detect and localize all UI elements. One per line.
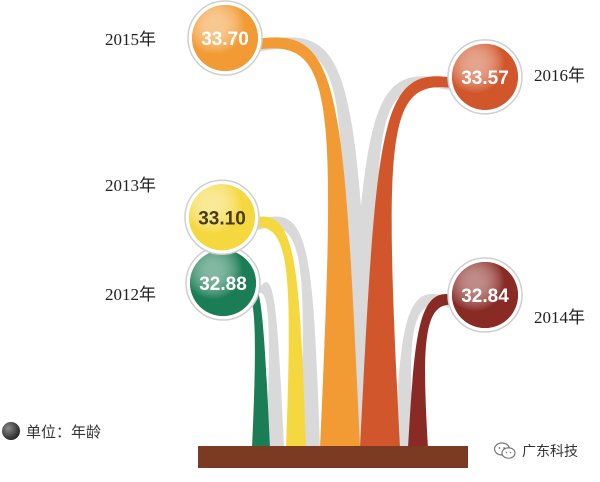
stem-4 [408,293,468,448]
data-label-3: 33.57 [461,68,509,89]
unit-label: 单位：年龄 [26,422,102,441]
stem-1 [239,216,306,448]
base-bar [198,446,468,468]
bubble-gloss [452,43,518,110]
data-label-1: 33.10 [198,208,246,229]
watermark: 广东科技 [494,441,578,461]
stem-shadow [254,282,284,448]
year-label-2013: 2013年 [105,176,156,195]
data-label-2: 33.70 [201,29,249,50]
stem-0 [240,282,270,448]
bubble-gloss [189,184,255,251]
unit-legend: 单位：年龄 [2,421,101,441]
year-label-2016: 2016年 [534,66,585,85]
year-label-2014: 2014年 [534,308,585,327]
year-label-2015: 2015年 [105,30,156,49]
stem-3 [360,76,468,448]
bubble-gloss [190,250,256,317]
data-label-4: 32.84 [461,286,509,307]
bubble-gloss [192,5,258,71]
watermark-text: 广东科技 [522,444,578,460]
wechat-icon [494,442,516,459]
unit-dot-icon [2,422,20,440]
stems [239,37,468,448]
year-label-2012: 2012年 [105,285,156,304]
stem-2 [242,37,360,448]
stem-shadow [394,293,454,448]
data-label-0: 32.88 [199,274,247,295]
bubbles: 32.88 33.10 33.70 33.57 32.84 [184,0,523,333]
bubble-gloss [452,262,518,328]
